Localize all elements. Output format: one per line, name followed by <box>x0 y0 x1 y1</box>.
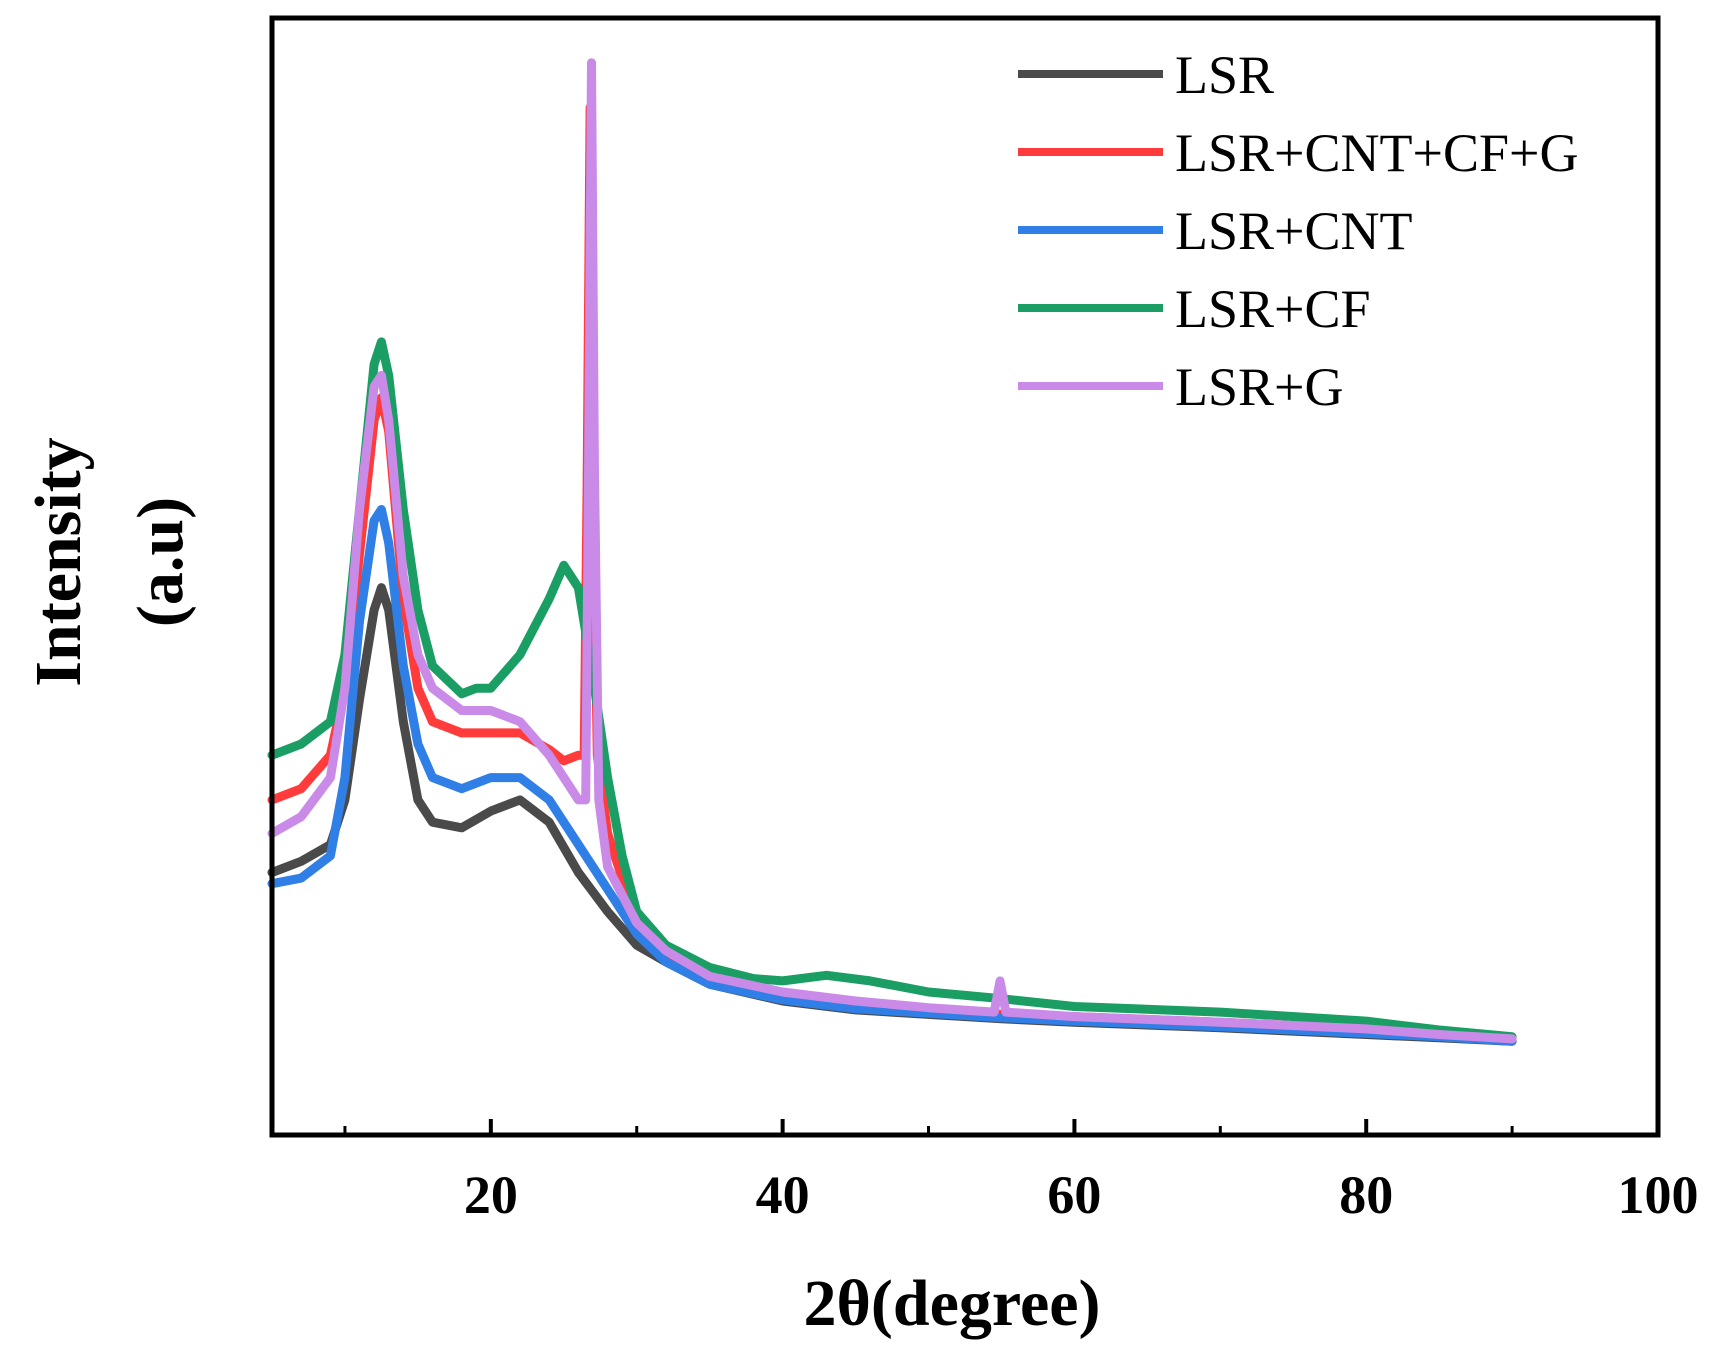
legend-label-3: LSR+CF <box>1175 279 1371 339</box>
x-axis-title: 2θ(degree) <box>803 1267 1100 1340</box>
series-line-3 <box>267 337 1517 1042</box>
x-tick-label-4: 100 <box>1618 1165 1699 1225</box>
legend-label-4: LSR+G <box>1175 357 1344 417</box>
series-layer <box>267 58 1517 1046</box>
legend-label-0: LSR <box>1175 45 1274 105</box>
legend: LSR LSR+CNT+CF+G LSR+CNT LSR+CF LSR+G <box>1018 45 1578 417</box>
tick-layer: 20 40 60 80 100 <box>343 1119 1699 1225</box>
legend-label-1: LSR+CNT+CF+G <box>1175 123 1578 183</box>
x-tick-label-0: 20 <box>464 1165 518 1225</box>
series-line-0 <box>267 583 1517 1046</box>
y-axis-title-line1: Intensity <box>22 437 95 686</box>
x-tick-label-1: 40 <box>756 1165 810 1225</box>
x-tick-label-3: 80 <box>1339 1165 1393 1225</box>
legend-label-2: LSR+CNT <box>1175 201 1413 261</box>
plot-frame <box>269 15 1661 1138</box>
x-tick-label-2: 60 <box>1047 1165 1101 1225</box>
series-line-2 <box>267 505 1517 1046</box>
y-axis-title-line2: (a.u) <box>124 497 197 627</box>
series-line-4 <box>267 58 1517 1044</box>
